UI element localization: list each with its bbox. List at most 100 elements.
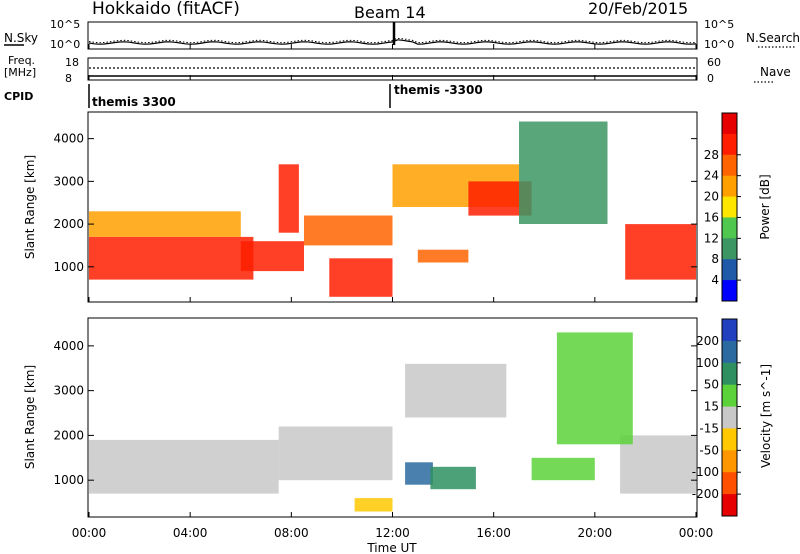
power-colorbar-label-6: 28	[704, 148, 719, 162]
power-region-8	[417, 249, 469, 263]
x-axis-title: Time UT	[366, 541, 417, 554]
x-tick-label-3: 12:00	[375, 526, 410, 540]
power-region-0	[89, 236, 254, 280]
velocity-colorbar-title: Velocity [m s^-1]	[759, 364, 773, 468]
velocity-region-1	[278, 426, 393, 481]
velocity-colorbar-swatch-4	[722, 406, 737, 429]
cpid-label: CPID	[4, 90, 33, 103]
velocity-colorbar-label-2: 50	[704, 378, 719, 392]
velocity-colorbar-swatch-3	[722, 384, 737, 408]
power-colorbar-swatch-8	[722, 280, 737, 302]
power-region-5	[329, 258, 393, 297]
power-colorbar-swatch-3	[722, 175, 737, 198]
velocity-colorbar-label-3: 15	[704, 400, 719, 414]
velocity-colorbar-label-4: -15	[699, 421, 719, 435]
x-tick-label-2: 08:00	[274, 526, 309, 540]
velocity-y-tick-label-3: 4000	[53, 339, 84, 353]
power-colorbar-swatch-0	[722, 113, 737, 135]
noise-right-label: N.Search	[746, 31, 800, 45]
velocity-colorbar-swatch-2	[722, 362, 737, 386]
power-data-regions	[89, 121, 696, 297]
velocity-colorbar: 200 100 50 15 -15 -50 -100 -200	[692, 318, 741, 517]
power-colorbar-label-4: 20	[704, 190, 719, 204]
x-tick-label-6: 00:00	[679, 526, 714, 540]
power-colorbar-swatch-4	[722, 196, 737, 218]
power-colorbar: 4 8 12 16 20 24 28	[704, 112, 741, 302]
beam-title: Beam 14	[354, 3, 426, 22]
velocity-colorbar-swatch-0	[722, 319, 737, 342]
power-y-tick-label-1: 2000	[53, 217, 84, 231]
x-tick-label-1: 04:00	[173, 526, 208, 540]
velocity-colorbar-label-0: 200	[696, 334, 719, 348]
x-tick-label-4: 16:00	[476, 526, 511, 540]
power-region-3	[278, 164, 299, 233]
station-title: Hokkaido (fitACF)	[92, 0, 240, 19]
power-colorbar-frame	[721, 112, 738, 302]
velocity-y-tick-label-1: 2000	[53, 428, 84, 442]
velocity-y-axis-title: Slant Range [km]	[23, 365, 37, 469]
noise-right-tick-bottom: 10^0	[704, 38, 734, 51]
power-region-10	[519, 121, 608, 224]
power-colorbar-label-1: 8	[711, 252, 719, 266]
cpid-segment-2: themis -3300	[394, 83, 483, 97]
velocity-y-ticks: 1000 2000 3000 4000	[53, 339, 697, 487]
velocity-region-3	[620, 435, 696, 494]
velocity-colorbar-swatch-7	[722, 472, 737, 495]
power-colorbar-label-0: 4	[711, 273, 719, 287]
nave-tick-bottom: 0	[707, 72, 714, 85]
nave-tick-top: 60	[707, 56, 721, 69]
power-y-tick-label-2: 3000	[53, 174, 84, 188]
power-colorbar-label-5: 24	[704, 169, 719, 183]
cpid-segment-1: themis 3300	[92, 95, 176, 109]
velocity-region-8	[354, 498, 393, 512]
power-colorbar-swatch-5	[722, 217, 737, 239]
freq-tick-top: 18	[65, 56, 79, 69]
velocity-y-tick-label-0: 1000	[53, 473, 84, 487]
velocity-region-6	[531, 457, 595, 481]
power-colorbar-title: Power [dB]	[758, 174, 772, 239]
velocity-colorbar-label-6: -100	[692, 465, 719, 479]
power-region-1	[89, 211, 241, 237]
power-colorbar-label-2: 12	[704, 231, 719, 245]
velocity-region-4	[405, 462, 433, 485]
freq-label-1: Freq.	[8, 54, 35, 67]
power-y-ticks: 1000 2000 3000 4000	[53, 132, 697, 274]
power-region-2	[240, 241, 304, 272]
power-y-axis-title: Slant Range [km]	[23, 155, 37, 259]
power-colorbar-swatch-7	[722, 259, 737, 281]
noise-search-trace	[88, 37, 697, 44]
power-region-4	[304, 215, 393, 246]
date-title: 20/Feb/2015	[588, 0, 688, 18]
velocity-region-0	[89, 439, 279, 494]
x-axis-ticks: 00:00 04:00 08:00 12:00 16:00 20:00 00:00	[72, 44, 714, 540]
x-tick-label-0: 00:00	[72, 526, 107, 540]
velocity-colorbar-swatch-5	[722, 428, 737, 451]
noise-left-label: N.Sky	[4, 31, 38, 45]
velocity-colorbar-label-1: 100	[696, 356, 719, 370]
power-colorbar-swatch-2	[722, 154, 737, 177]
power-colorbar-swatch-1	[722, 133, 737, 156]
velocity-data-regions	[89, 332, 696, 512]
noise-left-tick-bottom: 10^0	[50, 38, 80, 51]
velocity-colorbar-label-5: -50	[699, 443, 719, 457]
power-colorbar-label-3: 16	[704, 210, 719, 224]
velocity-colorbar-swatch-6	[722, 450, 737, 473]
velocity-colorbar-swatch-1	[722, 340, 737, 364]
velocity-region-7	[556, 332, 633, 445]
velocity-colorbar-swatch-8	[722, 494, 737, 517]
velocity-region-2	[405, 363, 507, 418]
noise-right-tick-top: 10^5	[704, 18, 734, 31]
freq-label-2: [MHz]	[4, 66, 36, 79]
power-y-tick-label-3: 4000	[53, 132, 84, 146]
power-colorbar-swatch-6	[722, 238, 737, 260]
nave-label: Nave	[760, 65, 791, 79]
freq-tick-bottom: 8	[65, 72, 72, 85]
velocity-region-5	[430, 466, 476, 490]
velocity-colorbar-frame	[721, 318, 738, 517]
power-region-9	[625, 224, 696, 280]
noise-left-tick-top: 10^5	[50, 18, 80, 31]
x-tick-label-5: 20:00	[578, 526, 613, 540]
velocity-y-tick-label-2: 3000	[53, 384, 84, 398]
velocity-colorbar-label-7: -200	[692, 487, 719, 501]
